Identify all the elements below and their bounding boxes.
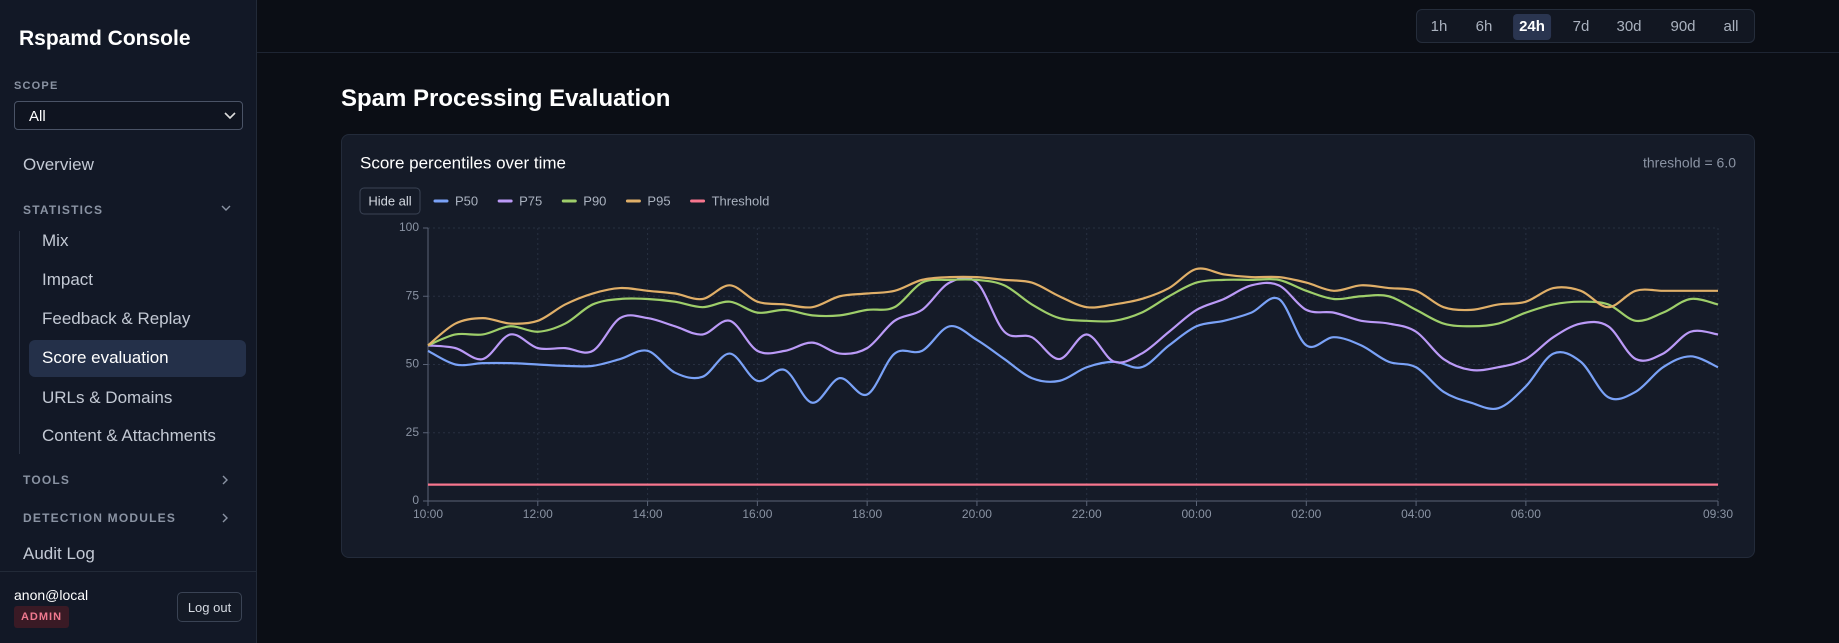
chart-title: Score percentiles over time	[360, 153, 566, 172]
time-range-button[interactable]: 7d	[1572, 18, 1590, 35]
time-range-button[interactable]: 24h	[1513, 14, 1551, 40]
x-tick-label: 22:00	[1072, 507, 1102, 521]
nav-item[interactable]: Feedback & Replay	[42, 309, 191, 328]
sidebar: Rspamd Console SCOPE All Overview STATIS…	[0, 0, 257, 643]
x-tick-label: 14:00	[633, 507, 663, 521]
legend-label[interactable]: P75	[519, 193, 542, 208]
x-tick-label: 10:00	[413, 507, 443, 521]
logout-button[interactable]: Log out	[177, 592, 242, 622]
nav-section[interactable]: DETECTION MODULES	[23, 511, 177, 525]
time-range-button[interactable]: 6h	[1475, 18, 1493, 35]
x-tick-label: 18:00	[852, 507, 882, 521]
hide-all-button[interactable]	[359, 187, 421, 215]
time-range-button[interactable]: 1h	[1430, 18, 1448, 35]
legend-label[interactable]: Threshold	[712, 193, 770, 208]
nav-item[interactable]: Impact	[42, 270, 94, 289]
y-tick-label: 100	[399, 220, 419, 234]
x-tick-label: 02:00	[1291, 507, 1321, 521]
nav-item[interactable]: URLs & Domains	[42, 388, 173, 407]
x-tick-label: 12:00	[523, 507, 553, 521]
nav-item[interactable]: Content & Attachments	[42, 426, 216, 445]
time-range-button[interactable]: all	[1723, 18, 1739, 35]
x-tick-label: 09:30	[1703, 507, 1733, 521]
chart-card	[341, 134, 1755, 558]
x-tick-label: 20:00	[962, 507, 992, 521]
chevron	[221, 205, 231, 211]
active-highlight	[29, 340, 246, 377]
time-range-group: 1h 6h 24h 7d 30d 90d all	[1416, 9, 1755, 43]
x-tick-label: 04:00	[1401, 507, 1431, 521]
x-tick-label: 16:00	[742, 507, 772, 521]
page-title: Spam Processing Evaluation	[341, 85, 671, 112]
legend-label[interactable]: P50	[455, 193, 478, 208]
y-tick-label: 50	[406, 357, 420, 371]
hide-all-label[interactable]: Hide all	[368, 193, 411, 208]
chevron	[224, 112, 236, 120]
nav-section[interactable]: STATISTICS	[23, 203, 104, 217]
legend-label[interactable]: P95	[647, 193, 670, 208]
x-tick-label: 00:00	[1181, 507, 1211, 521]
nav-item[interactable]: Overview	[23, 155, 94, 174]
y-tick-label: 0	[412, 493, 419, 507]
scope-value: All	[29, 108, 46, 125]
series-line	[427, 276, 1719, 372]
chevron	[222, 475, 228, 485]
nav-item[interactable]: Score evaluation	[42, 348, 169, 367]
brand: Rspamd Console	[19, 27, 191, 50]
series-line	[427, 277, 1719, 347]
nav-item[interactable]: Audit Log	[23, 544, 95, 563]
divider	[0, 571, 256, 572]
series-line	[427, 296, 1719, 410]
tree-line	[19, 231, 20, 454]
user: anon@local	[14, 587, 89, 603]
chevron	[222, 513, 228, 523]
time-range-button[interactable]: 30d	[1616, 18, 1642, 35]
nav-section[interactable]: TOOLS	[23, 473, 71, 487]
y-tick-label: 75	[406, 288, 420, 302]
y-tick-label: 25	[406, 425, 420, 439]
x-tick-label: 06:00	[1511, 507, 1541, 521]
role-badge: ADMIN	[14, 606, 69, 628]
nav-item[interactable]: Mix	[42, 231, 69, 250]
scope-label: SCOPE	[14, 80, 59, 92]
scope-select[interactable]: All	[14, 101, 243, 130]
annotation: threshold = 6.0	[1643, 155, 1736, 171]
time-range-button[interactable]: 90d	[1670, 18, 1696, 35]
legend-label[interactable]: P90	[583, 193, 606, 208]
series-line	[427, 267, 1718, 347]
top-bar	[257, 0, 1839, 53]
